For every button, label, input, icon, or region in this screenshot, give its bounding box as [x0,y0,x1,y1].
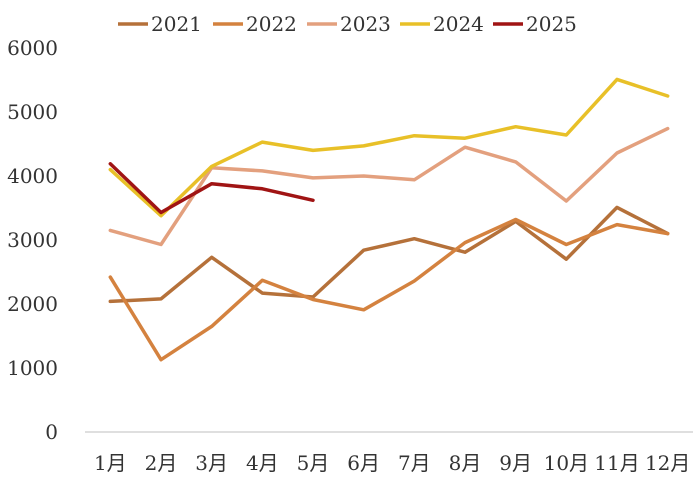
x-tick-label: 6月 [347,451,380,475]
x-tick-label: 5月 [297,451,330,475]
x-tick-label: 11月 [594,451,639,475]
series-layer [108,77,670,362]
legend-label: 2025 [526,12,577,36]
x-tick-label: 2月 [145,451,178,475]
x-tick-label: 4月 [246,451,279,475]
x-tick-label: 3月 [195,451,228,475]
x-tick-label: 1月 [94,451,127,475]
series-line-2021 [108,205,670,304]
y-tick-label: 6000 [7,36,58,60]
y-tick-label: 4000 [7,164,58,188]
series-line-2024 [108,77,670,218]
y-tick-label: 3000 [7,228,58,252]
series-line-2025 [108,162,315,215]
legend: 2021 2022 2023 2024 2025 [118,12,577,36]
legend-item-2024: 2024 [400,12,484,36]
y-tick-label: 5000 [7,100,58,124]
series-line-2023 [108,126,670,247]
x-tick-label: 7月 [398,451,431,475]
legend-item-2021: 2021 [118,12,202,36]
legend-label: 2022 [246,12,297,36]
x-tick-label: 10月 [544,451,589,475]
y-tick-label: 0 [45,420,58,444]
x-tick-label: 12月 [645,451,690,475]
y-tick-label: 1000 [7,356,58,380]
x-axis: 1月 2月 3月 4月 5月 6月 7月 8月 9月 10月 11月 12月 [94,451,690,475]
y-tick-label: 2000 [7,292,58,316]
legend-item-2022: 2022 [213,12,297,36]
legend-item-2025: 2025 [493,12,577,36]
legend-label: 2024 [433,12,484,36]
legend-item-2023: 2023 [307,12,391,36]
legend-label: 2021 [151,12,202,36]
x-tick-label: 9月 [499,451,532,475]
x-tick-label: 8月 [449,451,482,475]
series-line-2022 [108,217,670,362]
y-axis: 0 1000 2000 3000 4000 5000 6000 [7,36,58,444]
legend-label: 2023 [340,12,391,36]
